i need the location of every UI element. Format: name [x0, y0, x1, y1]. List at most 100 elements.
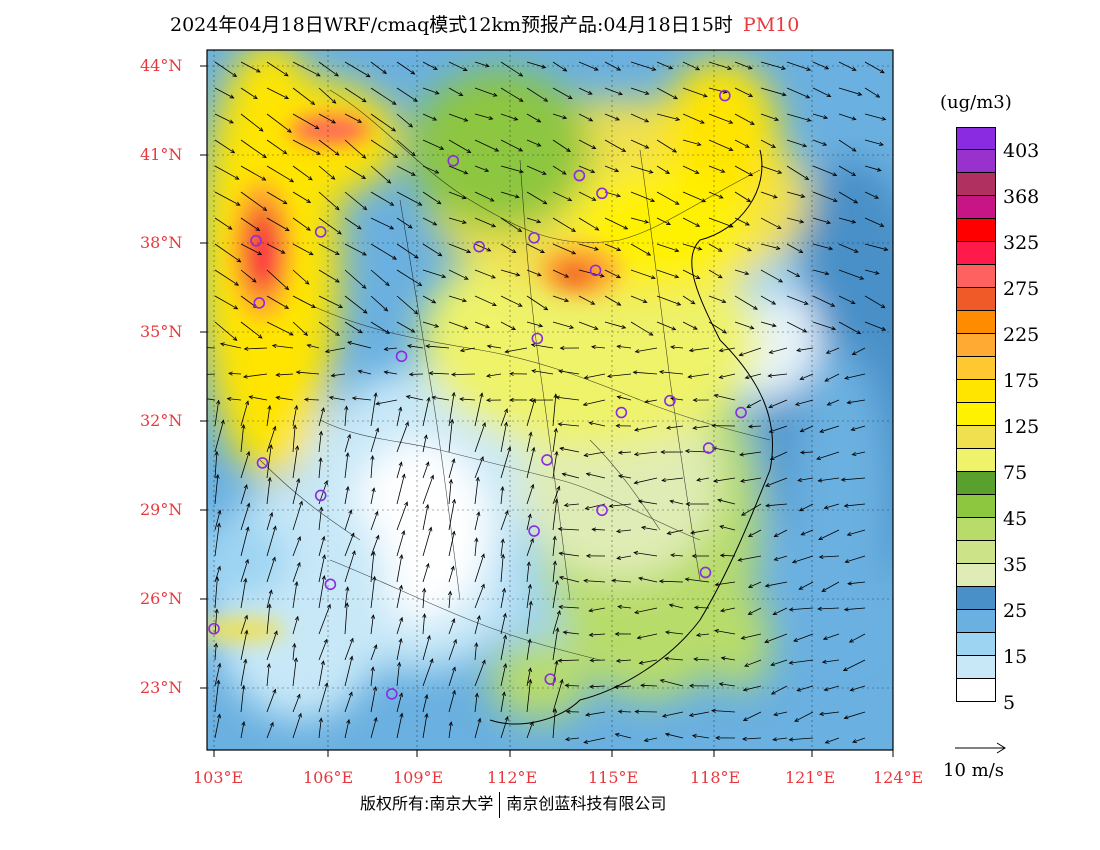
lat-label-26: 26°N: [140, 589, 183, 608]
wind-vector: [526, 537, 534, 557]
wind-vector: [719, 525, 736, 531]
wind-vector: [292, 500, 303, 531]
wind-vector: [682, 191, 707, 203]
wind-vector: [615, 423, 632, 428]
wind-vector: [695, 632, 710, 638]
wind-vector: [324, 347, 346, 354]
city-marker: [253, 297, 266, 309]
wind-vector: [396, 406, 403, 427]
wind-vector: [734, 61, 753, 70]
wind-vector: [370, 685, 378, 713]
wind-vector: [370, 61, 387, 75]
wind-vector: [318, 457, 323, 479]
wind-vector: [243, 346, 268, 351]
wind-vector: [562, 630, 580, 635]
wind-vector: [344, 243, 367, 256]
wind-vector: [578, 217, 600, 231]
lon-label-118: 118°E: [690, 768, 741, 787]
wind-vector: [564, 683, 580, 688]
wind-vector: [448, 530, 456, 557]
wind-vector: [240, 400, 250, 427]
wind-vector: [682, 321, 698, 330]
wind-vector: [708, 165, 726, 173]
wind-vector: [474, 614, 481, 635]
wind-vector: [347, 340, 372, 349]
wind-vector: [850, 425, 866, 432]
wind-vector: [634, 607, 658, 615]
wind-vector: [214, 321, 238, 341]
wind-vector: [214, 679, 221, 713]
wind-vector: [717, 498, 736, 505]
wind-vector: [422, 712, 429, 739]
wind-vector: [405, 395, 424, 401]
wind-vector: [637, 499, 658, 505]
colorbar-label: 125: [1003, 416, 1040, 438]
wind-vector: [614, 732, 632, 739]
wind-vector: [396, 139, 416, 157]
wind-vector: [557, 658, 580, 663]
wind-vector: [500, 553, 506, 583]
wind-vector: [760, 139, 776, 148]
wind-vector: [843, 503, 866, 508]
wind-vector: [383, 346, 398, 352]
wind-vector: [604, 113, 621, 121]
wind-vector: [770, 685, 788, 695]
wind-vector: [344, 509, 353, 531]
wind-vector: [214, 608, 219, 635]
wind-vector: [422, 87, 440, 95]
wind-vector: [526, 667, 532, 687]
wind-vector: [448, 113, 469, 122]
wind-vector: [344, 191, 368, 211]
city-marker: [208, 622, 220, 635]
wind-vector: [561, 472, 580, 479]
wind-vector: [474, 583, 485, 609]
city-marker: [447, 154, 460, 167]
wind-vector: [526, 269, 542, 277]
wind-vector: [838, 165, 857, 177]
wind-vector: [812, 321, 837, 331]
wind-vector: [760, 165, 783, 174]
wind-vector: [578, 191, 597, 201]
wind-vector: [812, 61, 830, 70]
wind-vector: [682, 139, 702, 146]
wind-vector: [744, 659, 762, 667]
wind-vector: [292, 87, 316, 106]
wind-vector: [422, 634, 431, 661]
lon-label-121: 121°E: [785, 768, 836, 787]
wind-vector: [396, 191, 423, 206]
wind-vector: [396, 554, 404, 583]
wind-vector: [760, 243, 781, 250]
city-marker: [386, 688, 398, 700]
wind-vector: [266, 404, 272, 427]
wind-vector: [822, 633, 840, 641]
wind-vector: [396, 87, 418, 102]
wind-vector: [688, 711, 710, 717]
wind-vector: [396, 165, 416, 176]
wind-vector: [847, 581, 866, 586]
colorbar-swatch: [956, 495, 996, 518]
colorbar-swatch: [956, 449, 996, 472]
wind-vector: [318, 430, 324, 453]
colorbar-swatch: [956, 219, 996, 242]
colorbar-swatch: [956, 288, 996, 311]
wind-vector: [825, 347, 840, 354]
wind-vector: [214, 713, 222, 739]
wind-vector: [292, 113, 320, 130]
wind-vector: [214, 191, 241, 206]
wind-vector: [240, 629, 249, 661]
wind-vector: [266, 688, 277, 713]
wind-vector: [448, 321, 469, 330]
wind-vector: [448, 418, 455, 453]
wind-vector: [474, 321, 491, 329]
wind-vector: [526, 638, 532, 661]
wind-vector: [656, 113, 681, 121]
wind-vector: [585, 711, 606, 717]
wind-vector: [636, 633, 658, 640]
wind-vector: [500, 408, 508, 427]
wind-vector: [741, 503, 762, 516]
colorbar-label: 5: [1003, 692, 1016, 714]
wind-vector: [800, 529, 814, 536]
wind-vector: [851, 451, 866, 457]
wind-vector: [266, 511, 274, 531]
